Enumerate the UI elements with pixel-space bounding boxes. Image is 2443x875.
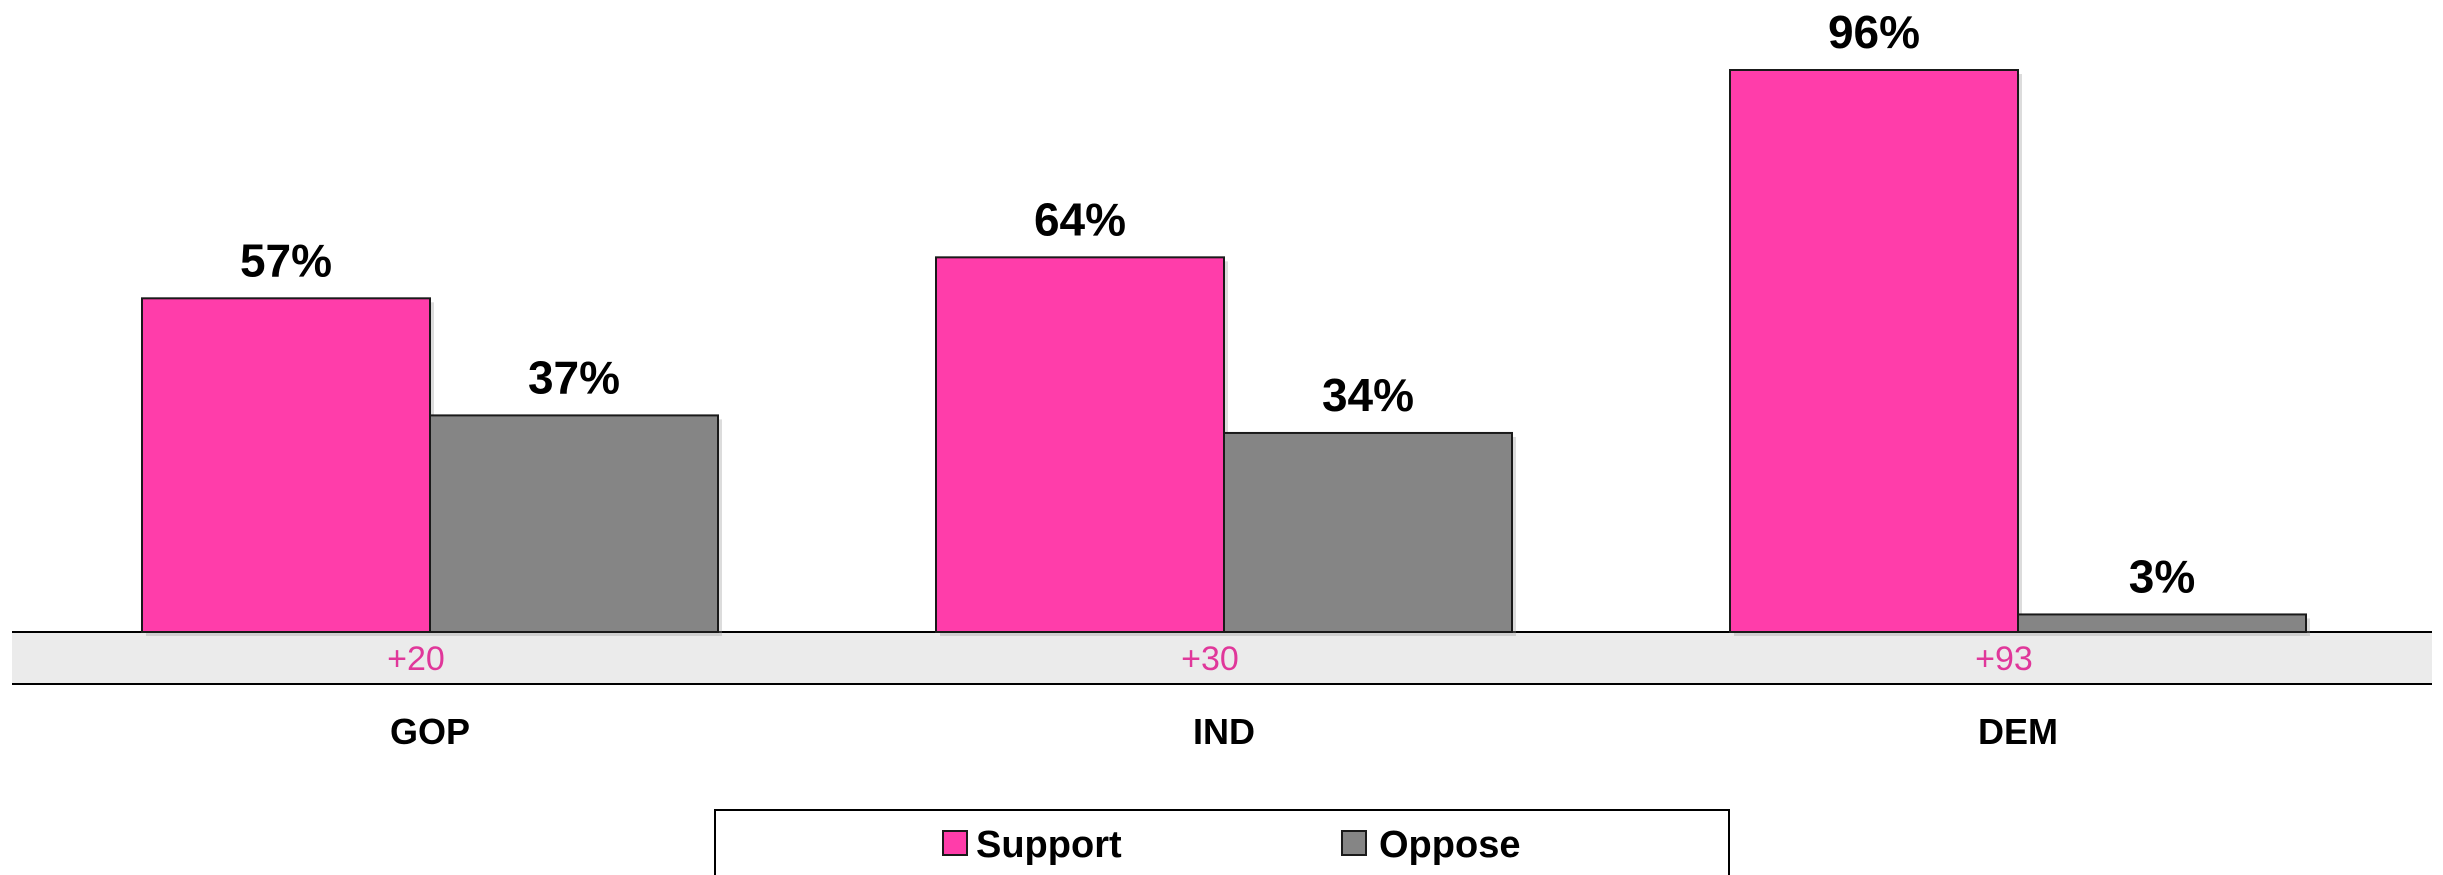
difference-label-gop: +20 (387, 640, 445, 678)
category-label-ind: IND (1193, 711, 1255, 752)
value-labels-group: 57% 37% 64% 34% 96% 3% (240, 6, 2195, 602)
value-label-support-gop: 57% (240, 234, 332, 286)
bar-support-ind (935, 256, 1225, 633)
category-label-dem: DEM (1978, 711, 2058, 752)
bar-oppose-ind (1223, 431, 1513, 634)
value-label-oppose-dem: 3% (2129, 550, 2195, 602)
category-label-gop: GOP (390, 711, 470, 752)
bar-support-dem (1729, 69, 2019, 633)
bar-support-gop (141, 297, 431, 633)
value-label-support-ind: 64% (1034, 193, 1126, 245)
value-label-support-dem: 96% (1828, 6, 1920, 58)
legend-swatch-oppose (1341, 830, 1367, 856)
difference-labels-group: +20 +30 +93 (387, 640, 2033, 678)
difference-label-ind: +30 (1181, 640, 1239, 678)
bar-oppose-gop (429, 414, 719, 634)
value-label-oppose-gop: 37% (528, 351, 620, 403)
bars-group (141, 69, 2310, 636)
legend-label-support: Support (976, 824, 1122, 866)
category-labels-group: GOP IND DEM (390, 711, 2058, 752)
bar-oppose-dem (2017, 613, 2307, 633)
legend: Support Oppose (714, 809, 1730, 875)
legend-label-oppose: Oppose (1379, 824, 1520, 866)
difference-band (12, 632, 2432, 684)
difference-band-group (12, 631, 2432, 685)
difference-label-dem: +93 (1975, 640, 2033, 678)
legend-swatch-support (942, 830, 968, 856)
value-label-oppose-ind: 34% (1322, 369, 1414, 421)
legend-box (714, 809, 1730, 875)
